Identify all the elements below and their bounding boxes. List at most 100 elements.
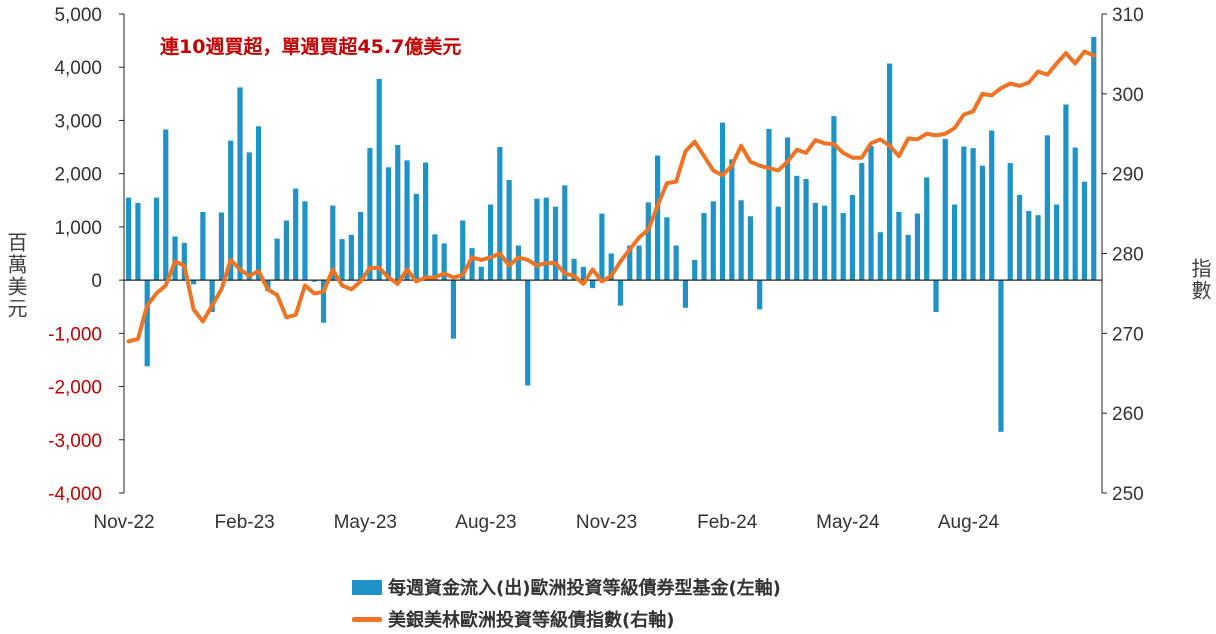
y-right-tick-label: 270: [1112, 324, 1144, 345]
bar: [951, 204, 958, 281]
bar: [859, 163, 865, 281]
bar: [469, 248, 475, 281]
bar: [450, 280, 457, 339]
y-left-tick-label: -3,000: [48, 431, 102, 452]
bar: [924, 177, 930, 281]
bar: [887, 63, 893, 281]
bar: [246, 152, 252, 281]
bar: [172, 236, 178, 281]
bar: [933, 280, 939, 313]
x-tick-label: Nov-22: [93, 512, 154, 533]
y-left-tick-label: -1,000: [48, 324, 102, 345]
bar: [525, 280, 531, 386]
bar: [348, 234, 354, 281]
bar: [812, 202, 818, 281]
bar: [404, 160, 410, 281]
bar: [293, 188, 299, 281]
bar: [181, 242, 187, 281]
bar: [794, 175, 800, 281]
bar: [153, 197, 160, 281]
bar: [302, 201, 308, 281]
bar: [506, 180, 512, 281]
legend-item-bar: 每週資金流入(出)歐洲投資等級債券型基金(左軸): [352, 574, 781, 600]
chart-annotation: 連10週買超，單週買超45.7億美元: [160, 36, 462, 58]
bar: [608, 253, 614, 281]
bar: [126, 197, 132, 281]
bar: [747, 216, 753, 281]
y-left-tick-label: -4,000: [48, 484, 102, 505]
bar: [655, 155, 661, 281]
bar: [1091, 36, 1097, 281]
x-tick-label: Feb-24: [697, 512, 758, 533]
bar: [942, 139, 948, 281]
bar: [163, 129, 169, 281]
bar: [636, 245, 642, 281]
bar: [237, 87, 243, 281]
bar: [645, 202, 651, 281]
bar: [1063, 104, 1069, 281]
legend-bar-label: 每週資金流入(出)歐洲投資等級債券型基金(左軸): [388, 578, 781, 599]
bar: [571, 258, 577, 281]
bar: [228, 140, 234, 281]
bar: [803, 178, 809, 281]
x-tick-label: May-23: [334, 512, 397, 533]
legend-item-line: 美銀美林歐洲投資等級債指數(右軸): [352, 606, 674, 632]
y-left-tick-label: 5,000: [54, 5, 102, 26]
bar: [877, 232, 883, 281]
bar: [998, 280, 1004, 432]
bar: [1016, 194, 1023, 281]
y-right-tick-label: 260: [1112, 404, 1144, 425]
bar: [487, 204, 494, 281]
bar: [209, 280, 215, 313]
bar: [757, 280, 763, 310]
y-axis-left-label: 百萬美元: [4, 232, 28, 320]
bar: [515, 245, 521, 281]
bar-series-fund-flows: [126, 36, 1097, 432]
bar: [673, 245, 679, 281]
bar: [849, 194, 856, 281]
bar: [191, 280, 197, 285]
y-right-tick-label: 300: [1112, 85, 1144, 106]
bar: [914, 213, 921, 281]
bar: [784, 137, 791, 281]
y-left-tick-label: -2,000: [48, 378, 102, 399]
bar: [617, 280, 624, 306]
bar: [682, 280, 689, 308]
bar: [562, 185, 568, 281]
x-tick-label: Aug-24: [938, 512, 1000, 533]
bar: [961, 146, 967, 281]
bar: [311, 280, 317, 282]
x-tick-label: Nov-23: [576, 512, 637, 533]
bar: [395, 144, 401, 281]
bar: [710, 201, 716, 281]
bar: [979, 165, 985, 281]
bar: [738, 200, 744, 281]
bar: [460, 220, 466, 281]
bar: [283, 220, 289, 281]
bar: [274, 238, 280, 281]
bar: [692, 259, 698, 281]
bar: [358, 211, 364, 281]
legend-bar-swatch: [352, 579, 382, 595]
y-left-tick-label: 4,000: [54, 58, 102, 79]
y-left-tick-label: 3,000: [54, 111, 102, 132]
bar: [775, 206, 781, 281]
y-left-tick-label: 0: [91, 271, 102, 292]
y-right-tick-label: 280: [1112, 245, 1144, 266]
bar: [905, 234, 911, 281]
bar: [1081, 181, 1088, 281]
bar: [534, 198, 540, 281]
bar: [135, 202, 141, 281]
y-left-tick-label: 2,000: [54, 165, 102, 186]
bar: [478, 266, 484, 281]
bar: [627, 245, 633, 281]
bar: [766, 128, 772, 281]
bar: [719, 122, 726, 281]
chart-axes: [119, 13, 1107, 494]
bar: [552, 206, 559, 281]
bar: [330, 205, 336, 281]
bar: [441, 243, 447, 281]
bar: [413, 193, 419, 281]
index-line: [126, 49, 1096, 344]
